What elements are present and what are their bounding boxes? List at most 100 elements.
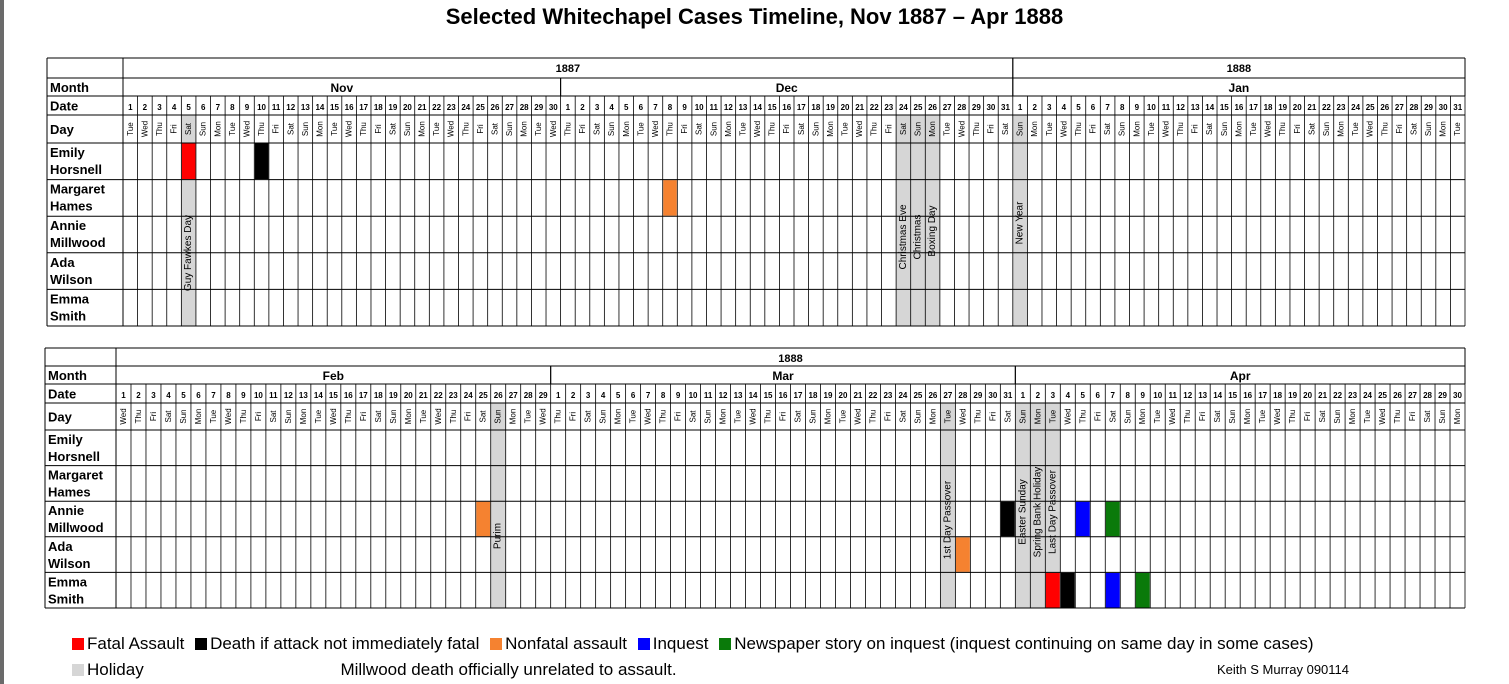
weekday-label: Sun xyxy=(494,409,503,423)
weekday-label: Fri xyxy=(476,124,485,134)
holiday-label: New Year xyxy=(1015,201,1026,244)
weekday-label: Sun xyxy=(599,409,608,423)
weekday-label: Sun xyxy=(301,122,310,136)
weekday-label: Sat xyxy=(388,122,397,135)
weekday-label: Sat xyxy=(1103,122,1112,135)
month-label: Nov xyxy=(330,81,353,95)
date-number: 16 xyxy=(344,391,353,400)
date-number: 6 xyxy=(201,103,206,112)
weekday-label: Mon xyxy=(928,409,937,425)
date-number: 14 xyxy=(314,391,323,400)
date-number: 8 xyxy=(226,391,231,400)
weekday-label: Sat xyxy=(164,410,173,423)
weekday-label: Thu xyxy=(563,122,572,136)
weekday-label: Sun xyxy=(1322,122,1331,136)
weekday-label: Tue xyxy=(734,409,743,423)
date-number: 16 xyxy=(782,103,791,112)
date-number: 14 xyxy=(749,391,758,400)
weekday-label: Sat xyxy=(1108,410,1117,423)
date-number: 30 xyxy=(549,103,558,112)
weekday-label: Wed xyxy=(651,121,660,137)
date-number: 7 xyxy=(1105,103,1110,112)
weekday-label: Thu xyxy=(973,410,982,424)
date-number: 9 xyxy=(245,103,250,112)
weekday-label: Mon xyxy=(1348,409,1357,425)
date-number: 8 xyxy=(668,103,673,112)
weekday-label: Tue xyxy=(738,122,747,136)
date-number: 6 xyxy=(1096,391,1101,400)
weekday-label: Sat xyxy=(1205,122,1214,135)
holiday-label: Christmas xyxy=(912,214,923,259)
weekday-label: Thu xyxy=(1393,410,1402,424)
legend-label-inquest: Inquest xyxy=(652,634,709,653)
month-label: Jan xyxy=(1229,81,1250,95)
date-number: 4 xyxy=(609,103,614,112)
date-number: 6 xyxy=(639,103,644,112)
date-number: 27 xyxy=(943,103,952,112)
victim-name: Ada xyxy=(48,539,73,554)
weekday-label: Mon xyxy=(1132,121,1141,137)
date-number: 11 xyxy=(710,103,719,112)
legend-label-nonfatal: Nonfatal assault xyxy=(505,634,627,653)
date-number: 22 xyxy=(868,391,877,400)
date-number: 2 xyxy=(1036,391,1041,400)
weekday-label: Thu xyxy=(1278,122,1287,136)
date-number: 10 xyxy=(254,391,263,400)
holiday-shade xyxy=(1030,403,1046,608)
weekday-label: Wed xyxy=(549,121,558,137)
weekday-label: Mon xyxy=(520,121,529,137)
weekday-label: Wed xyxy=(1366,121,1375,137)
date-number: 15 xyxy=(768,103,777,112)
weekday-label: Fri xyxy=(986,124,995,134)
weekday-label: Tue xyxy=(534,122,543,136)
legend-swatch-fatal xyxy=(72,638,84,650)
row-header-label: Day xyxy=(48,410,73,425)
weekday-label: Wed xyxy=(1063,408,1072,424)
date-number: 6 xyxy=(196,391,201,400)
weekday-label: Sun xyxy=(704,409,713,423)
weekday-label: Sun xyxy=(1228,409,1237,423)
date-number: 19 xyxy=(389,391,398,400)
date-number: 18 xyxy=(1264,103,1273,112)
weekday-label: Sat xyxy=(1213,410,1222,423)
weekday-label: Sun xyxy=(709,122,718,136)
legend-label-fatal: Fatal Assault xyxy=(87,634,185,653)
date-number: 3 xyxy=(151,391,156,400)
row-header-label: Month xyxy=(50,80,89,95)
weekday-label: Tue xyxy=(629,409,638,423)
date-number: 1 xyxy=(556,391,561,400)
date-number: 21 xyxy=(419,391,428,400)
victim-name: Horsnell xyxy=(50,162,102,177)
event-cell-nonfatal xyxy=(476,501,491,537)
event-cell-death xyxy=(1000,501,1015,537)
victim-name: Horsnell xyxy=(48,449,100,464)
chart-title: Selected Whitechapel Cases Timeline, Nov… xyxy=(445,4,1064,29)
date-number: 30 xyxy=(988,391,997,400)
date-number: 17 xyxy=(794,391,803,400)
weekday-label: Tue xyxy=(1048,409,1057,423)
weekday-label: Wed xyxy=(1059,121,1068,137)
date-number: 15 xyxy=(764,391,773,400)
date-number: 28 xyxy=(1423,391,1432,400)
date-number: 12 xyxy=(719,391,728,400)
date-number: 24 xyxy=(461,103,470,112)
date-number: 9 xyxy=(1135,103,1140,112)
weekday-label: Sun xyxy=(1438,409,1447,423)
weekday-label: Sat xyxy=(490,122,499,135)
weekday-label: Mon xyxy=(418,121,427,137)
weekday-label: Sat xyxy=(689,410,698,423)
date-number: 8 xyxy=(1126,391,1131,400)
victim-name: Wilson xyxy=(48,556,91,571)
weekday-label: Fri xyxy=(569,412,578,422)
weekday-label: Fri xyxy=(884,124,893,134)
legend-swatch-death xyxy=(195,638,208,650)
event-cell-nonfatal xyxy=(663,180,677,216)
weekday-label: Tue xyxy=(1258,409,1267,423)
date-number: 1 xyxy=(1021,391,1026,400)
victim-name: Emma xyxy=(50,291,90,306)
weekday-label: Sun xyxy=(811,122,820,136)
date-number: 23 xyxy=(449,391,458,400)
date-number: 16 xyxy=(1234,103,1243,112)
weekday-label: Fri xyxy=(1089,124,1098,134)
weekday-label: Fri xyxy=(578,124,587,134)
